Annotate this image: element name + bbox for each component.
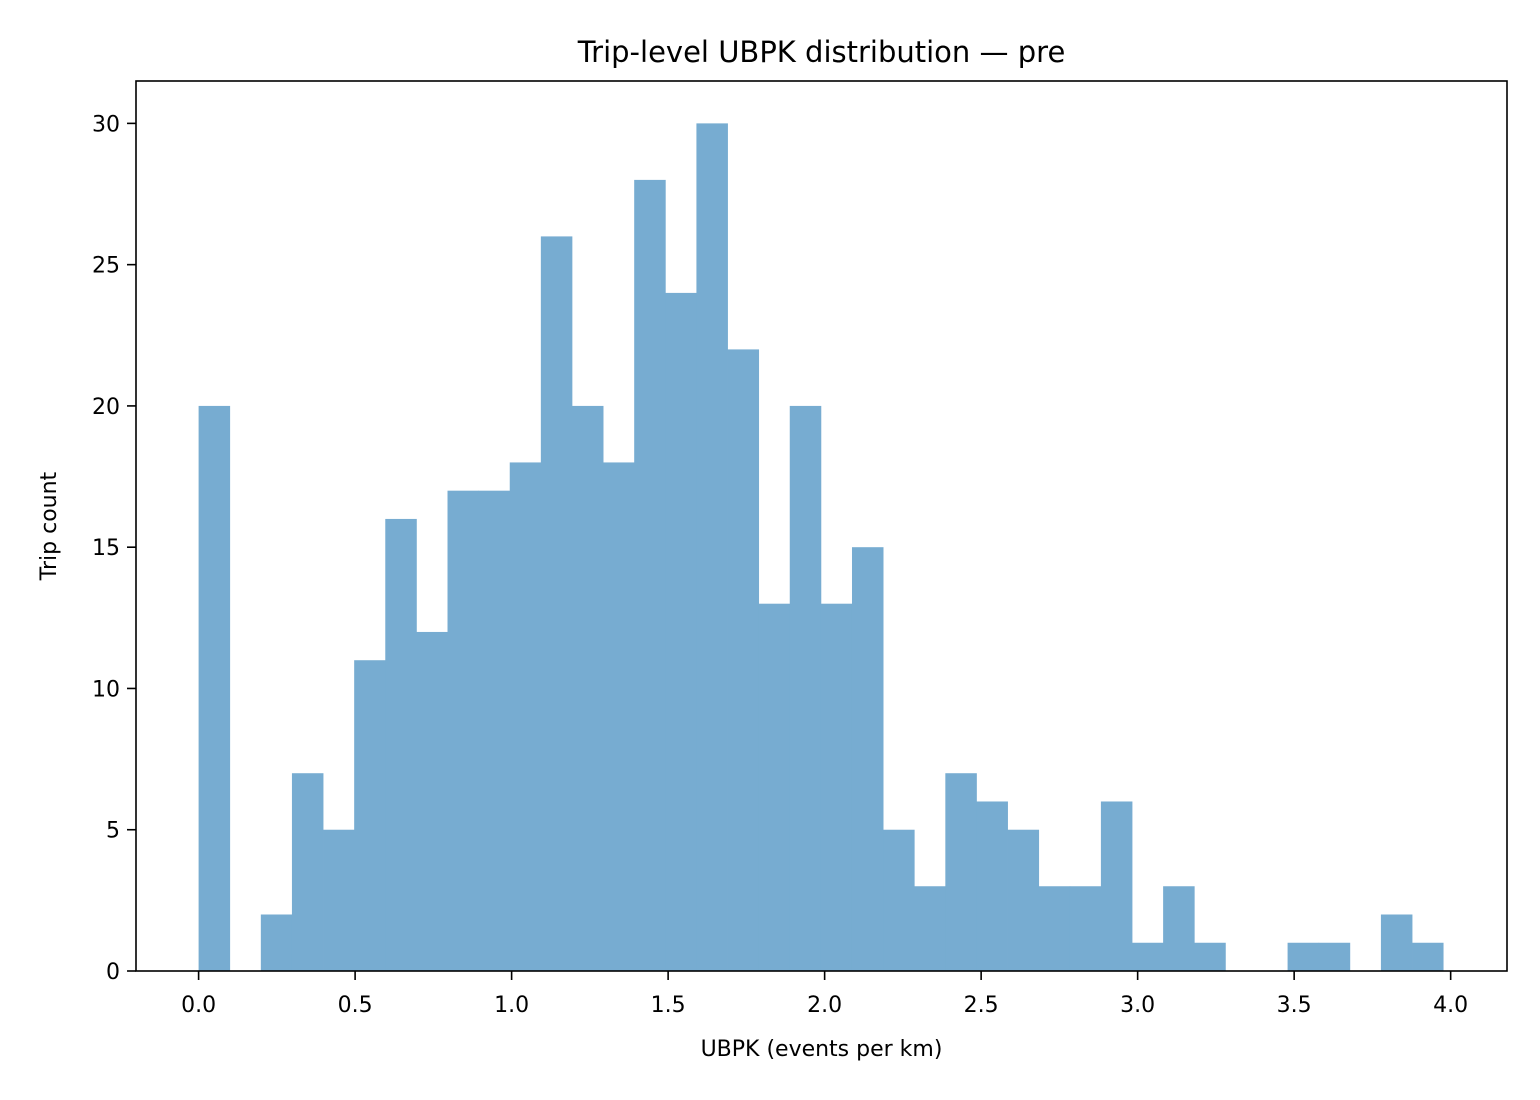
histogram-bar: [883, 829, 915, 971]
histogram-bar: [976, 801, 1008, 971]
histogram-bar: [851, 547, 884, 971]
x-tick-label: 2.5: [964, 993, 999, 1018]
y-axis-ticks: 0 5 10 15 20 25 30: [92, 112, 136, 985]
histogram-bar: [789, 405, 822, 971]
histogram-bar: [571, 405, 604, 971]
x-tick-label: 3.5: [1277, 993, 1312, 1018]
histogram-bar: [945, 773, 977, 971]
histogram-bar: [634, 179, 666, 971]
histogram-bar: [447, 490, 480, 971]
histogram-bar: [1287, 942, 1320, 971]
histogram-bar: [1069, 886, 1102, 971]
y-tick-label: 15: [92, 536, 120, 561]
x-tick-label: 1.0: [494, 993, 529, 1018]
x-tick-label: 1.5: [651, 993, 686, 1018]
histogram-bar: [198, 405, 231, 971]
histogram-bars: [198, 123, 1444, 971]
x-tick-label: 3.0: [1120, 993, 1155, 1018]
histogram-bar: [323, 829, 355, 971]
histogram-bar: [1380, 914, 1413, 971]
x-tick-label: 4.0: [1433, 993, 1468, 1018]
histogram-bar: [820, 603, 853, 971]
x-axis-title: UBPK (events per km): [701, 1037, 943, 1062]
histogram-bar: [727, 349, 760, 971]
y-axis-title: Trip count: [37, 471, 62, 581]
histogram-bar: [603, 462, 635, 971]
histogram-bar: [509, 462, 542, 971]
histogram-bar: [1100, 801, 1133, 971]
histogram-bar: [914, 886, 946, 971]
y-tick-label: 0: [106, 960, 120, 985]
y-tick-label: 5: [106, 819, 120, 844]
histogram-bar: [291, 773, 324, 971]
histogram-bar: [1412, 942, 1444, 971]
y-tick-label: 25: [92, 254, 120, 279]
histogram-bar: [665, 292, 697, 971]
histogram-bar: [260, 914, 293, 971]
histogram-bar: [758, 603, 791, 971]
histogram-bar: [416, 631, 448, 971]
histogram-bar: [385, 518, 417, 971]
x-tick-label: 2.0: [807, 993, 842, 1018]
histogram-bar: [1163, 886, 1195, 971]
histogram-bar: [478, 490, 511, 971]
histogram-bar: [1038, 886, 1071, 971]
x-axis-ticks: 0.0 0.5 1.0 1.5 2.0 2.5 3.0 3.5 4.0: [181, 971, 1468, 1018]
x-tick-label: 0.0: [181, 993, 216, 1018]
histogram-bar: [1194, 942, 1226, 971]
y-tick-label: 20: [92, 395, 120, 420]
histogram-bar: [696, 123, 728, 971]
chart-title: Trip-level UBPK distribution — pre: [577, 35, 1066, 69]
histogram-bar: [354, 660, 386, 971]
histogram-bar: [1132, 942, 1164, 971]
x-tick-label: 0.5: [338, 993, 373, 1018]
y-tick-label: 30: [92, 112, 120, 137]
histogram-bar: [540, 236, 573, 971]
axes-frame: [135, 80, 1508, 972]
histogram-bar: [1007, 829, 1040, 971]
histogram-bar: [1318, 942, 1351, 971]
y-tick-label: 10: [92, 677, 120, 702]
